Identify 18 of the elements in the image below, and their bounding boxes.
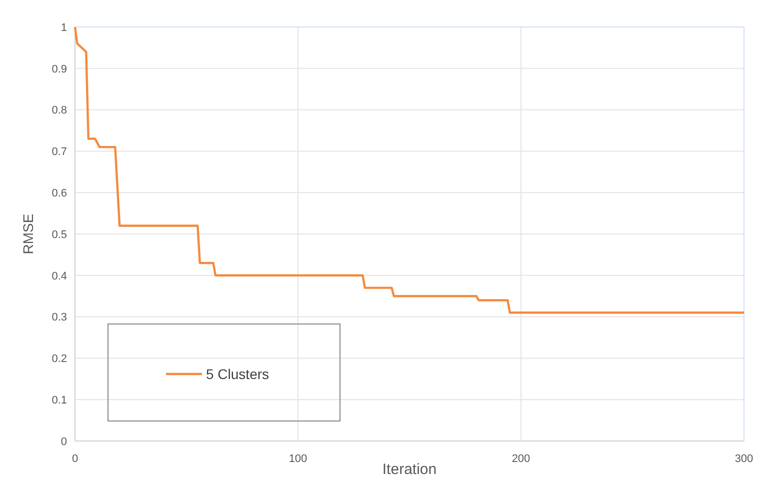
y-tick-label: 0.8 <box>52 104 67 117</box>
y-tick-label: 0.2 <box>52 353 67 366</box>
y-tick-label: 0.7 <box>52 146 67 158</box>
y-tick-label: 0 <box>60 436 67 448</box>
y-tick-label: 1 <box>60 22 67 34</box>
x-tick-label: 0 <box>72 453 78 465</box>
y-axis-title: RMSE <box>20 214 36 254</box>
y-tick-label: 0.6 <box>52 187 67 200</box>
y-tick-label: 0.4 <box>52 270 67 282</box>
y-tick-label: 0.3 <box>52 312 67 324</box>
x-tick-label: 100 <box>288 453 308 465</box>
x-axis-title: Iteration <box>382 461 437 478</box>
legend-label: 5 Clusters <box>206 366 270 382</box>
y-tick-label: 0.1 <box>52 394 67 406</box>
x-tick-label: 300 <box>734 453 754 465</box>
x-tick-label: 200 <box>512 453 530 465</box>
y-tick-label: 0.5 <box>52 228 67 241</box>
y-tick-label: 0.9 <box>52 63 67 76</box>
